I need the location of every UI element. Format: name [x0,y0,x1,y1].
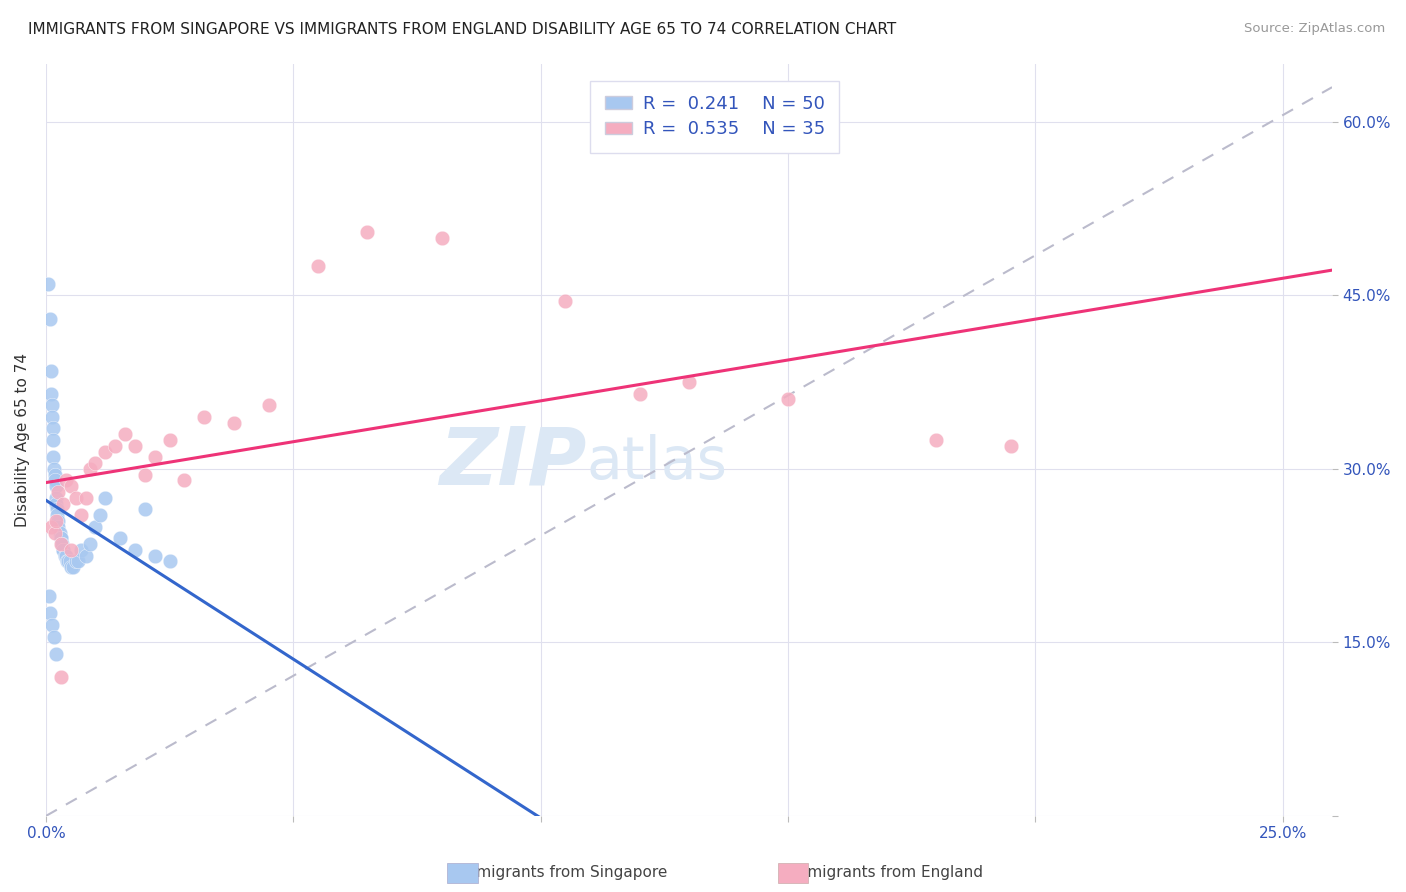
Point [430,230,453,244]
Point [52,542,75,557]
Point [143,450,166,465]
Point [114,427,136,442]
Point [59,560,82,574]
Point [67,554,90,568]
Point [45,514,67,528]
Point [134,502,156,516]
Point [45,502,67,516]
Point [84,456,107,470]
Point [776,392,799,407]
Point [46,520,69,534]
Point [84,520,107,534]
Point [39,520,62,534]
Point [75,491,97,505]
Point [356,225,378,239]
Point [49,537,72,551]
Point [49,531,72,545]
Point [58,554,80,568]
Point [39,311,62,326]
Point [42,450,65,465]
Point [53,549,76,563]
Point [42,421,65,435]
Point [124,439,146,453]
Point [104,439,127,453]
Point [45,497,67,511]
Point [55,549,77,563]
Point [44,525,66,540]
Point [79,537,101,551]
Text: ZIP: ZIP [439,424,586,501]
Point [94,491,117,505]
Point [173,474,195,488]
Point [42,462,65,476]
Point [159,433,181,447]
Point [42,433,65,447]
Point [222,416,245,430]
Point [134,467,156,482]
Point [41,618,63,632]
Point [37,277,59,291]
Point [94,444,117,458]
Point [55,474,77,488]
Text: Source: ZipAtlas.com: Source: ZipAtlas.com [1244,22,1385,36]
Point [49,670,72,684]
Legend: R =  0.241    N = 50, R =  0.535    N = 35: R = 0.241 N = 50, R = 0.535 N = 35 [591,80,839,153]
Point [49,525,72,540]
Point [65,491,87,505]
Text: IMMIGRANTS FROM SINGAPORE VS IMMIGRANTS FROM ENGLAND DISABILITY AGE 65 TO 74 COR: IMMIGRANTS FROM SINGAPORE VS IMMIGRANTS … [28,22,897,37]
Point [628,386,651,401]
Point [44,630,66,644]
Point [38,589,60,603]
Point [678,375,700,389]
Y-axis label: Disability Age 65 to 74: Disability Age 65 to 74 [15,353,30,527]
Point [257,398,280,412]
Point [59,554,82,568]
Point [89,508,111,523]
Point [52,497,75,511]
Point [75,549,97,563]
Point [79,462,101,476]
Point [159,554,181,568]
Point [45,508,67,523]
Point [52,542,75,557]
Point [62,560,84,574]
Point [39,386,62,401]
Point [45,491,67,505]
Point [46,514,69,528]
Point [69,508,91,523]
Point [554,294,576,309]
Text: atlas: atlas [586,434,727,491]
Point [45,647,67,661]
Point [51,537,73,551]
Point [59,479,82,493]
Point [44,467,66,482]
Point [193,409,215,424]
Point [55,554,77,568]
Point [143,549,166,563]
Point [46,485,69,500]
Point [1000,439,1022,453]
Point [69,542,91,557]
Point [925,433,948,447]
Point [41,398,63,412]
Point [39,607,62,621]
Text: Immigrants from Singapore: Immigrants from Singapore [457,865,668,880]
Point [39,363,62,377]
Point [108,531,131,545]
Point [59,542,82,557]
Point [49,531,72,545]
Point [44,474,66,488]
Point [65,554,87,568]
Point [307,260,329,274]
Point [124,542,146,557]
Point [45,479,67,493]
Point [41,409,63,424]
Text: Immigrants from England: Immigrants from England [789,865,983,880]
